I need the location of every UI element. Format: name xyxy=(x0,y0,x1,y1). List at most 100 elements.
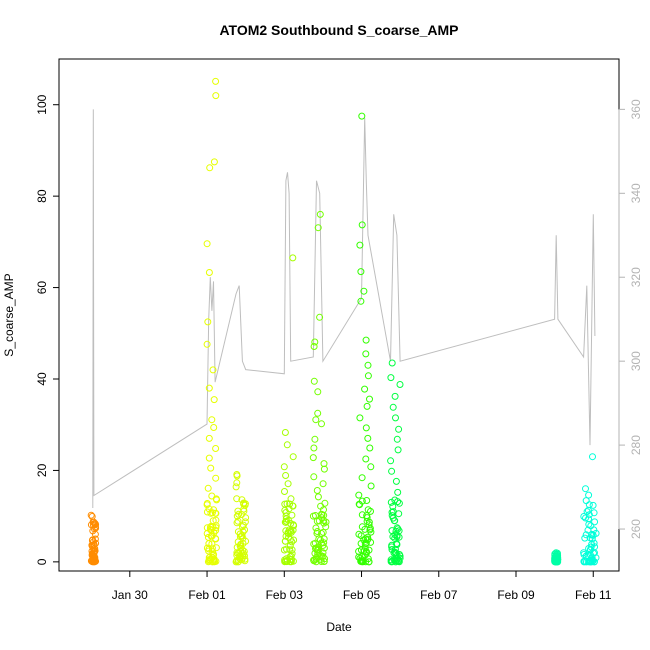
data-point xyxy=(391,545,399,553)
data-point xyxy=(236,542,244,550)
data-point xyxy=(204,484,212,492)
data-point xyxy=(552,558,560,566)
data-point xyxy=(357,268,365,276)
data-point xyxy=(281,429,289,436)
data-point xyxy=(236,552,244,560)
data-point xyxy=(282,472,290,479)
data-point xyxy=(366,524,374,532)
data-point xyxy=(280,463,288,471)
data-point xyxy=(310,343,318,350)
data-point xyxy=(364,506,372,514)
data-point xyxy=(582,485,589,493)
data-point xyxy=(363,402,371,410)
data-point xyxy=(92,557,100,565)
data-point xyxy=(394,488,402,496)
data-point xyxy=(240,507,248,515)
y-tick-label: 0 xyxy=(35,558,49,565)
data-point xyxy=(204,318,212,326)
data-point xyxy=(360,287,368,295)
data-point xyxy=(391,392,399,400)
data-point xyxy=(320,465,328,473)
data-point xyxy=(314,493,322,501)
data-point xyxy=(205,434,213,442)
data-point xyxy=(238,496,246,504)
right-y-tick-label: 280 xyxy=(629,435,643,455)
data-point xyxy=(288,511,296,519)
data-point xyxy=(355,500,363,508)
data-point xyxy=(283,557,291,565)
data-point xyxy=(387,374,395,382)
data-point xyxy=(320,558,328,565)
data-point xyxy=(212,77,220,85)
data-point xyxy=(234,538,242,546)
data-point xyxy=(590,509,598,517)
left-axis: 0 20 40 60 80 100 xyxy=(35,94,60,565)
data-point xyxy=(312,416,320,424)
data-point xyxy=(584,526,592,534)
data-point xyxy=(317,502,325,510)
data-point xyxy=(314,545,322,553)
data-point xyxy=(236,530,244,538)
data-point xyxy=(394,498,402,506)
data-point xyxy=(309,454,317,462)
right-y-tick-label: 320 xyxy=(629,267,643,287)
data-point xyxy=(321,499,329,507)
data-point xyxy=(358,112,366,120)
data-point xyxy=(89,521,97,529)
data-point xyxy=(355,491,363,499)
data-point xyxy=(310,444,318,452)
data-point xyxy=(320,519,328,527)
data-point xyxy=(290,522,298,530)
data-point xyxy=(584,506,592,514)
data-point xyxy=(283,517,291,525)
data-point xyxy=(588,540,596,548)
data-point xyxy=(589,453,596,461)
data-point xyxy=(367,482,375,490)
data-point xyxy=(205,547,213,555)
y-tick-label: 60 xyxy=(35,281,49,295)
point-cluster xyxy=(280,254,298,566)
x-tick-label: Feb 11 xyxy=(575,588,612,602)
data-point xyxy=(204,558,212,566)
data-point xyxy=(206,164,214,172)
data-point xyxy=(287,495,295,503)
data-point xyxy=(286,536,294,543)
y-axis-label: S_coarse_AMP xyxy=(2,273,16,356)
data-point xyxy=(319,528,327,536)
data-point xyxy=(212,474,220,482)
data-point xyxy=(366,395,373,403)
data-point xyxy=(285,533,292,541)
data-point xyxy=(322,523,330,531)
data-point xyxy=(311,338,319,346)
data-point xyxy=(553,550,561,558)
data-point xyxy=(395,499,403,507)
data-point xyxy=(318,510,325,518)
data-point xyxy=(316,313,324,321)
data-point xyxy=(281,488,288,495)
data-point xyxy=(212,516,220,524)
x-axis: Jan 30 Feb 01 Feb 03 Feb 05 Feb 07 Feb 09 Feb … xyxy=(112,570,612,602)
plot-area xyxy=(58,58,620,572)
data-point xyxy=(233,519,241,527)
data-point xyxy=(356,414,364,422)
data-point xyxy=(591,518,599,526)
point-cluster xyxy=(551,549,562,566)
data-point xyxy=(212,92,220,100)
data-point xyxy=(92,523,99,531)
data-point xyxy=(581,534,589,542)
data-point xyxy=(212,544,220,552)
data-point xyxy=(239,521,247,529)
data-point xyxy=(284,480,292,488)
data-point xyxy=(283,500,291,508)
data-point xyxy=(212,445,220,452)
data-point xyxy=(367,528,375,536)
data-point xyxy=(314,409,322,417)
data-point xyxy=(205,454,213,462)
data-point xyxy=(210,158,218,166)
data-point xyxy=(207,532,215,540)
data-point xyxy=(361,385,369,393)
data-point xyxy=(589,501,597,509)
data-point xyxy=(203,500,211,507)
data-point xyxy=(395,510,403,518)
